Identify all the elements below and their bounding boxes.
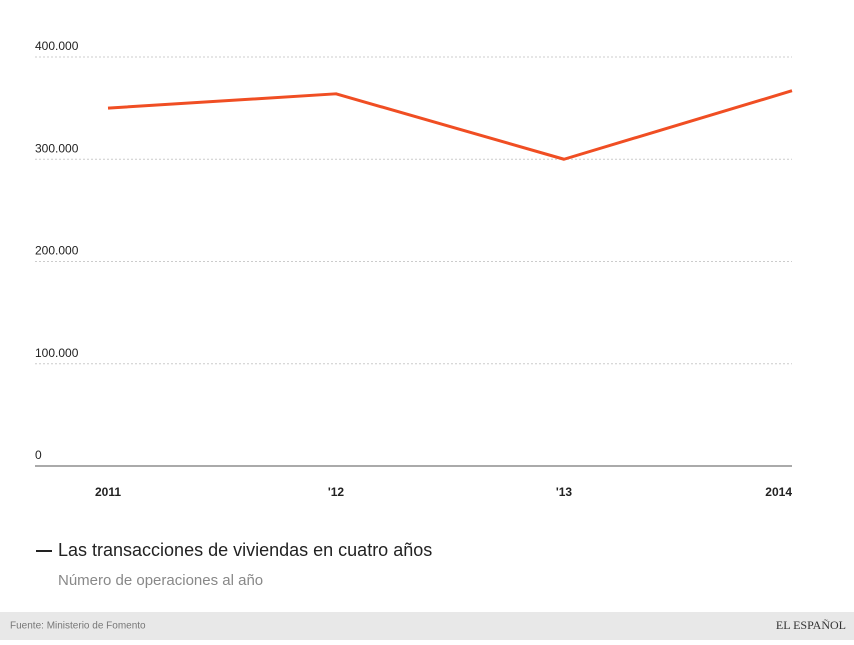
y-tick-label: 300.000 <box>35 141 79 155</box>
x-tick-label: 2014 <box>765 485 792 499</box>
y-tick-label: 100.000 <box>35 346 79 360</box>
y-tick-label: 400.000 <box>35 39 79 53</box>
source: Fuente: Ministerio de Fomento <box>10 621 146 632</box>
y-tick-label: 200.000 <box>35 244 79 258</box>
x-tick-label: 2011 <box>95 485 121 499</box>
chart-title: Las transacciones de viviendas en cuatro… <box>58 540 432 560</box>
data-line <box>107 89 793 161</box>
x-tick-label: '12 <box>328 485 345 499</box>
chart-subtitle: Número de operaciones al año <box>58 572 263 589</box>
brand: EL ESPAÑOL <box>776 618 846 632</box>
footer-bar <box>0 612 854 640</box>
y-tick-label: 0 <box>35 448 42 462</box>
x-tick-label: '13 <box>556 485 573 499</box>
